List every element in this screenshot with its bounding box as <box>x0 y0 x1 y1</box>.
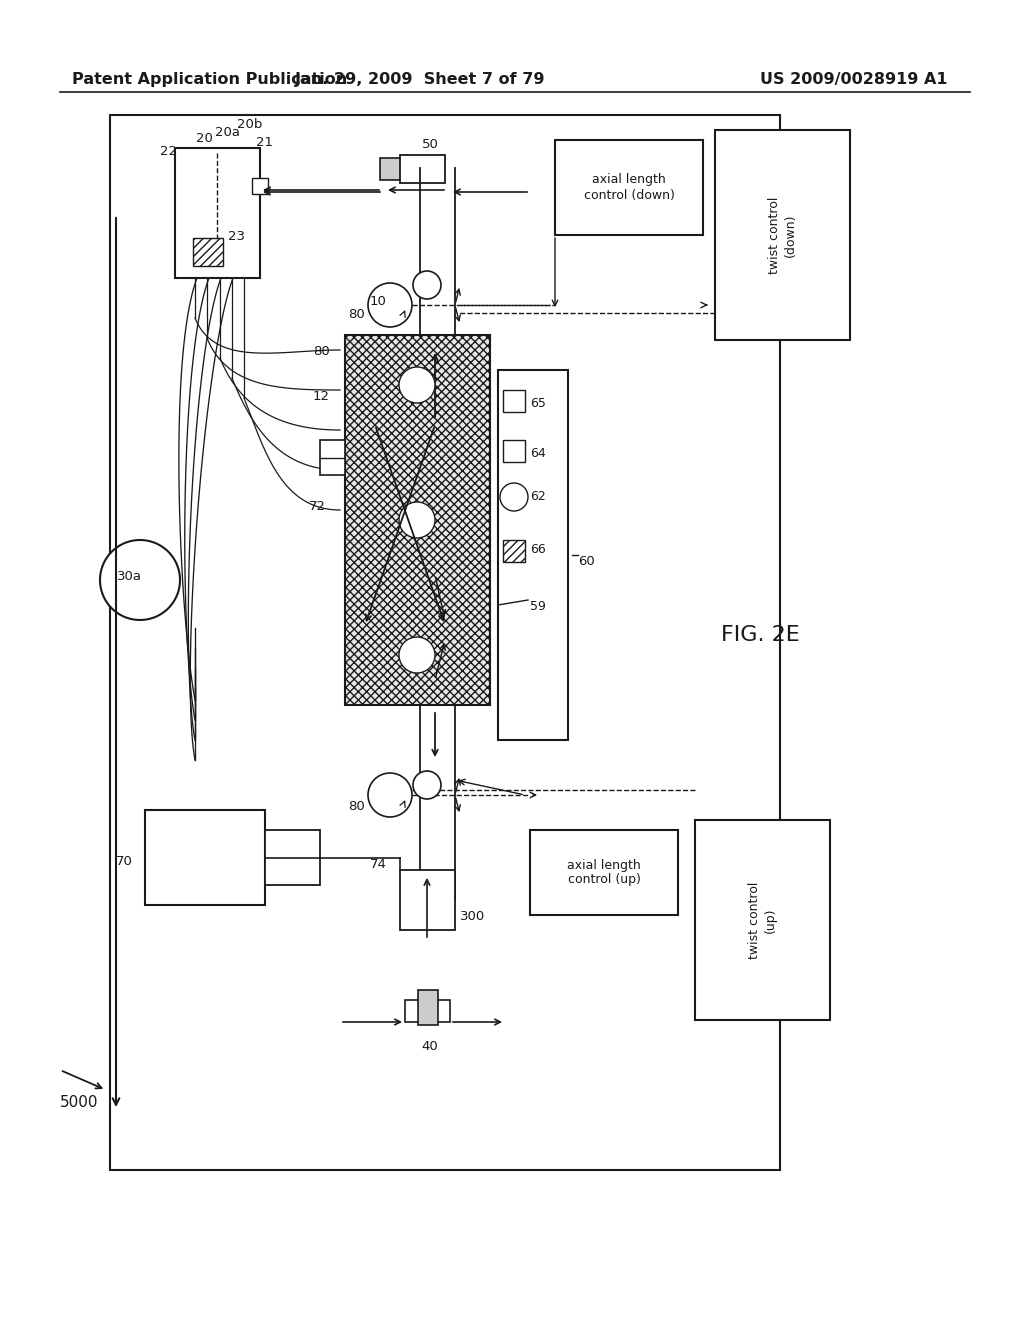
Bar <box>175 148 260 279</box>
Bar <box>530 830 678 915</box>
Text: 23: 23 <box>228 230 245 243</box>
Text: 5000: 5000 <box>60 1096 98 1110</box>
Bar <box>555 140 703 235</box>
Text: FIG. 2E: FIG. 2E <box>721 624 800 645</box>
Text: 80: 80 <box>313 345 330 358</box>
Text: 20a: 20a <box>215 125 240 139</box>
Bar <box>418 990 438 1026</box>
Text: 60: 60 <box>578 554 595 568</box>
Text: 20: 20 <box>196 132 213 145</box>
Text: 12: 12 <box>313 389 330 403</box>
Circle shape <box>368 774 412 817</box>
Text: 20b: 20b <box>237 117 262 131</box>
Bar <box>695 820 830 1020</box>
Text: 22: 22 <box>160 145 177 158</box>
Bar <box>110 115 780 1170</box>
Text: 59: 59 <box>530 601 546 612</box>
Bar <box>145 810 265 906</box>
Text: Patent Application Publication: Patent Application Publication <box>72 73 347 87</box>
Text: 80: 80 <box>348 800 365 813</box>
Circle shape <box>413 271 441 300</box>
Bar <box>503 540 525 562</box>
Text: 70: 70 <box>116 855 133 869</box>
Bar <box>498 370 568 741</box>
Text: 64: 64 <box>530 447 546 459</box>
Text: 40: 40 <box>422 1040 438 1053</box>
Bar <box>715 129 850 341</box>
Text: 10: 10 <box>370 294 387 308</box>
Bar <box>400 870 455 931</box>
Text: axial length
control (down): axial length control (down) <box>584 173 675 202</box>
Bar <box>503 440 525 462</box>
Text: 66: 66 <box>530 543 546 556</box>
Text: US 2009/0028919 A1: US 2009/0028919 A1 <box>760 73 947 87</box>
Text: 21: 21 <box>256 136 273 149</box>
Bar <box>252 178 268 194</box>
Circle shape <box>500 483 528 511</box>
Bar <box>345 335 490 705</box>
Text: axial length
control (up): axial length control (up) <box>567 858 641 887</box>
Text: 30a: 30a <box>117 570 142 583</box>
Bar <box>319 440 345 475</box>
Circle shape <box>399 502 435 539</box>
Text: twist control
(down): twist control (down) <box>768 197 797 273</box>
Bar <box>503 389 525 412</box>
Circle shape <box>413 771 441 799</box>
Bar <box>265 830 319 884</box>
Text: 65: 65 <box>530 397 546 411</box>
Text: 50: 50 <box>422 139 438 150</box>
Bar <box>193 238 223 267</box>
Text: Jan. 29, 2009  Sheet 7 of 79: Jan. 29, 2009 Sheet 7 of 79 <box>295 73 545 87</box>
Text: 62: 62 <box>530 490 546 503</box>
Text: 72: 72 <box>309 500 326 513</box>
Text: 80: 80 <box>348 308 365 321</box>
Bar <box>380 158 410 180</box>
Text: 74: 74 <box>370 858 387 871</box>
Circle shape <box>399 638 435 673</box>
Text: twist control
(up): twist control (up) <box>749 882 776 958</box>
Circle shape <box>399 367 435 403</box>
Circle shape <box>100 540 180 620</box>
Text: 300: 300 <box>460 909 485 923</box>
Bar <box>406 1001 450 1022</box>
Bar <box>400 154 445 183</box>
Circle shape <box>368 282 412 327</box>
